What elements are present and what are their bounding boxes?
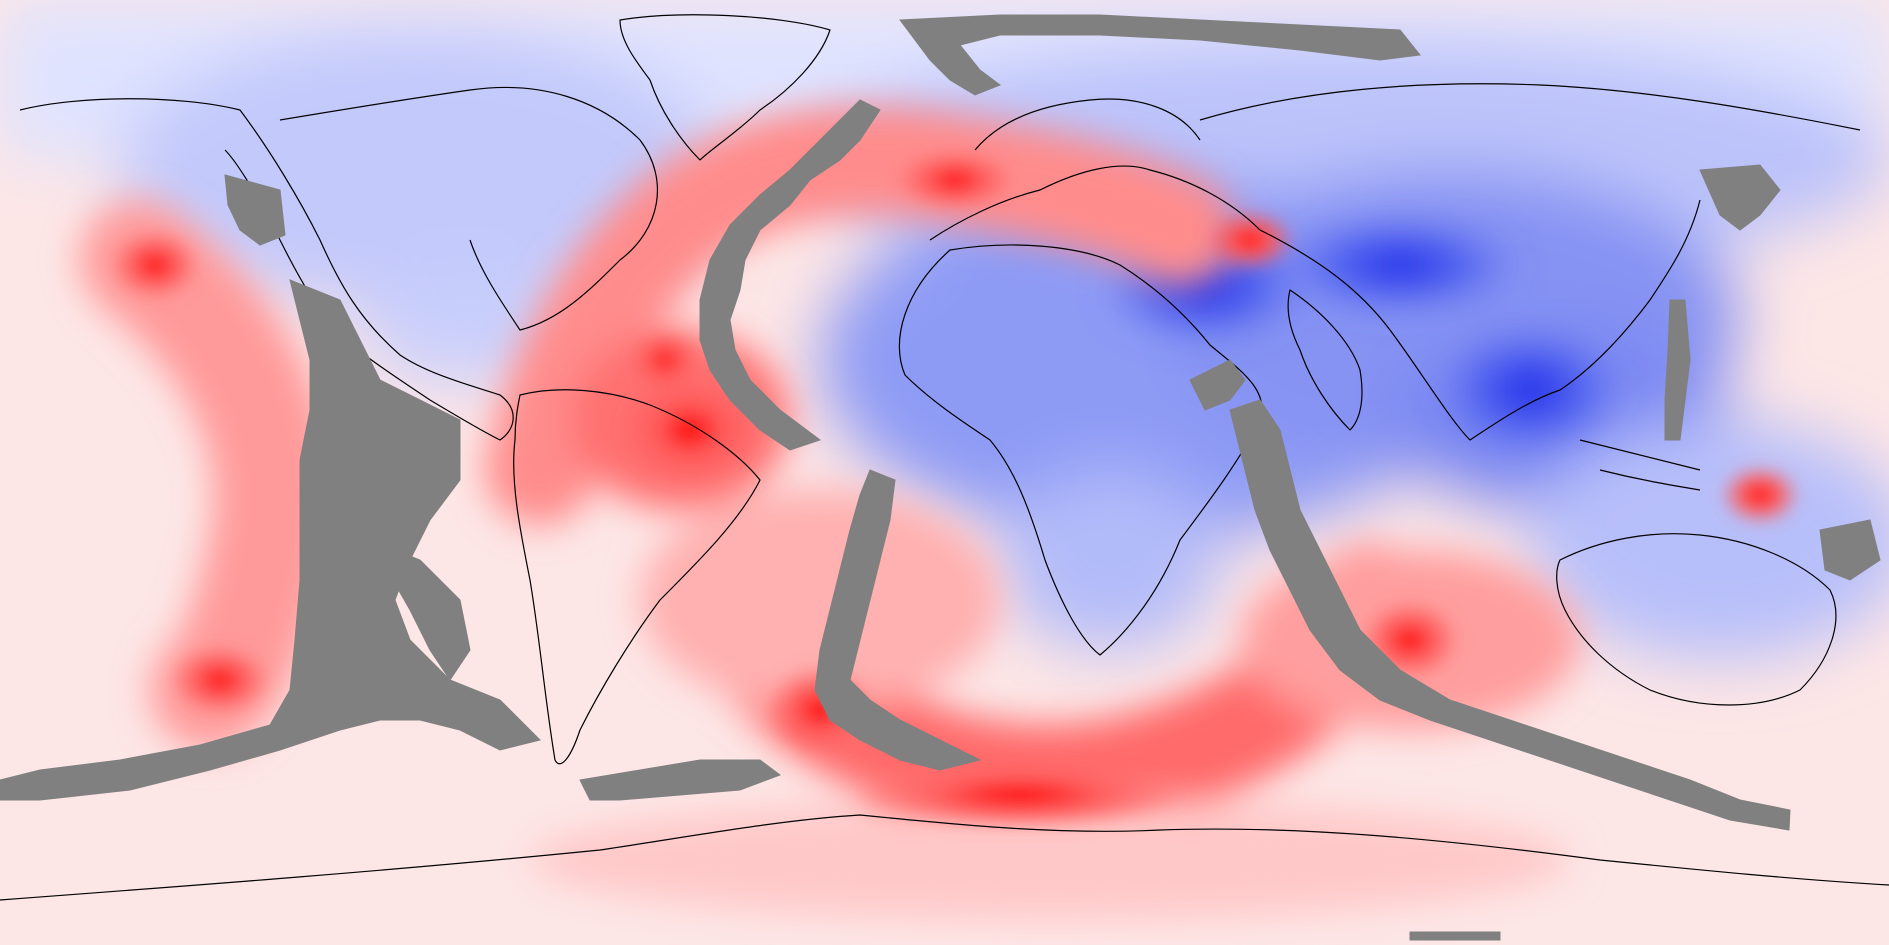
- greenland-outline: [619, 14, 831, 161]
- red-sea-mask: [1189, 359, 1246, 411]
- north-pacific-mask: [224, 174, 286, 246]
- north-atlantic-mask: [899, 14, 1421, 96]
- southern-africa: [1000, 470, 1220, 650]
- hawaii-core: [110, 230, 200, 300]
- indonesia-outline: [1579, 439, 1701, 491]
- indochina-core: [1440, 330, 1620, 450]
- western-pacific-warm-pool: [1720, 465, 1800, 525]
- antarctica-outline: [0, 814, 1889, 901]
- positive-cores: [110, 150, 1800, 830]
- southeast-pacific-core: [170, 645, 270, 715]
- south-atlantic-band: [640, 490, 1000, 710]
- africa-outline: [898, 244, 1263, 656]
- australia: [1530, 420, 1889, 660]
- india-outline: [1287, 289, 1363, 431]
- galapagos-band-mask: [368, 539, 471, 681]
- south-america-outline: [513, 389, 761, 765]
- antarctic-rim: [530, 800, 1570, 920]
- caspian-region: [1205, 210, 1295, 270]
- australia-outline: [1556, 533, 1837, 706]
- mid-atlantic-ridge-mask: [699, 99, 881, 451]
- asia-outline: [1199, 83, 1861, 441]
- marianas-mask: [1819, 519, 1881, 581]
- southern-ocean-core: [850, 760, 1190, 830]
- british-isles: [895, 150, 1015, 210]
- land-outlines: [0, 14, 1889, 901]
- masked-regions: [0, 14, 1881, 941]
- atlantic-core: [630, 330, 700, 390]
- east-pacific-mask: [0, 279, 541, 801]
- kamchatka-mask: [1699, 164, 1781, 231]
- indian-ocean-ridge-mask: [1229, 399, 1791, 831]
- drake-passage-mask: [579, 759, 782, 801]
- south-pole-strip-mask: [1409, 931, 1501, 941]
- western-pacific-trench-mask: [1664, 299, 1691, 441]
- tibet-core: [1280, 220, 1520, 310]
- amazon-core: [620, 375, 760, 485]
- europe-outline: [929, 98, 1261, 241]
- south-atlantic-mask: [814, 469, 982, 771]
